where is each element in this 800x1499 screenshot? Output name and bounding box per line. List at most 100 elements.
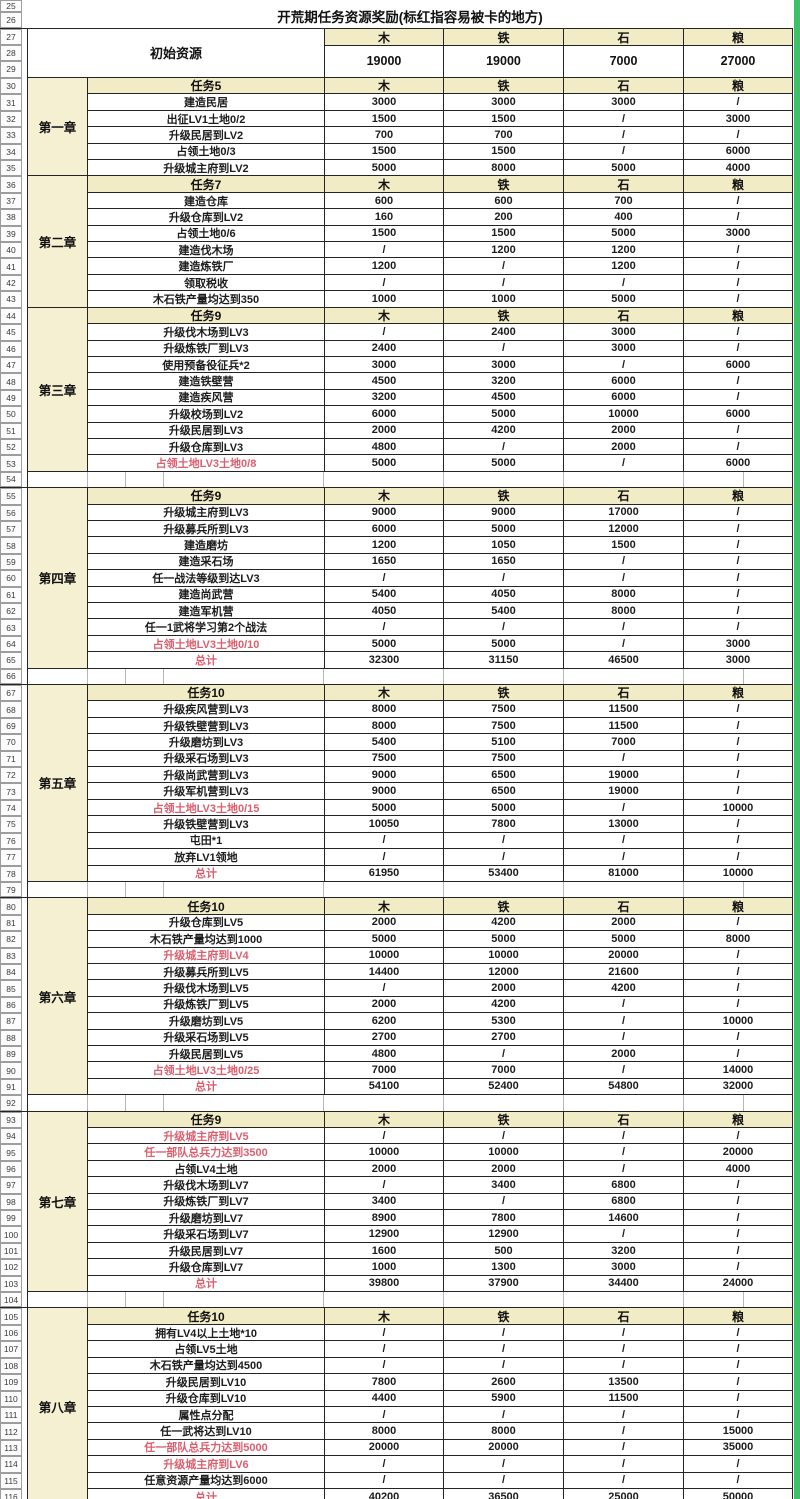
cell-value[interactable]: / xyxy=(564,832,684,850)
empty-cell[interactable] xyxy=(684,1095,744,1111)
cell-column-header[interactable]: 木 xyxy=(325,307,444,325)
cell-value[interactable]: 160 xyxy=(325,209,444,226)
cell-value[interactable]: 10000 xyxy=(684,865,793,882)
cell-value[interactable]: 17000 xyxy=(564,504,684,521)
cell-value[interactable]: 1200 xyxy=(444,242,564,259)
cell-task[interactable]: 升级民居到LV10 xyxy=(88,1374,325,1391)
row-number[interactable]: 33 xyxy=(0,127,22,144)
chapter-label[interactable]: 第五章 xyxy=(27,685,88,882)
cell-task[interactable]: 占领土地LV3土地0/15 xyxy=(88,799,325,817)
cell-value[interactable]: 3400 xyxy=(444,1177,564,1194)
cell-value[interactable]: / xyxy=(684,504,793,521)
chapter-label[interactable]: 第三章 xyxy=(27,307,88,472)
cell-task[interactable]: 升级炼铁厂到LV5 xyxy=(88,996,325,1014)
row-number[interactable]: 61 xyxy=(0,586,22,603)
cell-task[interactable]: 任一1武将学习第2个战法 xyxy=(88,619,325,636)
cell-value[interactable]: / xyxy=(564,635,684,653)
cell-value[interactable]: / xyxy=(325,274,444,292)
cell-task[interactable]: 升级磨坊到LV7 xyxy=(88,1210,325,1227)
empty-cell[interactable] xyxy=(164,668,324,685)
cell-column-header[interactable]: 石 xyxy=(564,307,684,325)
cell-value[interactable]: 4200 xyxy=(444,914,564,932)
cell-value[interactable]: / xyxy=(444,1128,564,1145)
cell-value[interactable]: / xyxy=(564,750,684,768)
cell-value[interactable]: 24000 xyxy=(684,1275,793,1293)
cell-value[interactable]: / xyxy=(564,455,684,472)
row-number[interactable]: 76 xyxy=(0,832,22,850)
row-number[interactable]: 37 xyxy=(0,192,22,210)
cell-task[interactable]: 升级疾风营到LV3 xyxy=(88,701,325,718)
cell-task[interactable]: 占领土地LV3土地0/25 xyxy=(88,1062,325,1079)
cell-task[interactable]: 升级仓库到LV10 xyxy=(88,1390,325,1407)
cell-column-header[interactable]: 石 xyxy=(564,78,684,95)
cell-value[interactable]: 5000 xyxy=(564,931,684,948)
cell-value[interactable]: 5000 xyxy=(444,931,564,948)
cell-value[interactable]: / xyxy=(564,110,684,128)
row-number[interactable]: 116 xyxy=(0,1488,22,1499)
cell-value[interactable]: 2000 xyxy=(564,914,684,932)
cell-task[interactable]: 升级民居到LV7 xyxy=(88,1242,325,1260)
cell-value[interactable]: 2000 xyxy=(325,422,444,439)
cell-value[interactable]: 3000 xyxy=(684,110,793,128)
cell-task[interactable]: 升级炼铁厂到LV7 xyxy=(88,1193,325,1211)
cell-value[interactable]: 5300 xyxy=(444,1013,564,1030)
cell-value[interactable]: / xyxy=(564,570,684,587)
chapter-label[interactable]: 第八章 xyxy=(27,1308,88,1499)
cell-value[interactable]: / xyxy=(444,274,564,292)
cell-value[interactable]: 1000 xyxy=(444,291,564,308)
row-number[interactable]: 102 xyxy=(0,1259,22,1276)
cell-value[interactable]: 6800 xyxy=(564,1177,684,1194)
row-number[interactable]: 25 xyxy=(0,0,22,12)
cell-task[interactable]: 放弃LV1领地 xyxy=(88,849,325,866)
row-number[interactable]: 113 xyxy=(0,1439,22,1457)
cell-value[interactable]: 3000 xyxy=(325,94,444,111)
cell-value[interactable]: 5000 xyxy=(325,635,444,653)
cell-column-header[interactable]: 木 xyxy=(325,176,444,193)
initial-resource-value[interactable]: 7000 xyxy=(564,46,684,78)
cell-column-header[interactable]: 铁 xyxy=(444,488,564,505)
cell-task[interactable]: 占领土地0/3 xyxy=(88,143,325,161)
cell-column-header[interactable]: 石 xyxy=(564,685,684,702)
cell-value[interactable]: 21600 xyxy=(564,963,684,981)
empty-cell[interactable] xyxy=(88,1095,126,1111)
row-number[interactable]: 78 xyxy=(0,865,22,882)
cell-task[interactable]: 任一部队总兵力达到3500 xyxy=(88,1144,325,1161)
cell-value[interactable]: 2700 xyxy=(444,1029,564,1046)
cell-value[interactable]: 1000 xyxy=(325,1259,444,1276)
cell-value[interactable]: 6000 xyxy=(564,389,684,407)
cell-value[interactable]: 3200 xyxy=(564,1242,684,1260)
cell-value[interactable]: 2000 xyxy=(325,996,444,1014)
cell-value[interactable]: 5000 xyxy=(444,799,564,817)
cell-value[interactable]: 7500 xyxy=(444,750,564,768)
cell-value[interactable]: 10050 xyxy=(325,816,444,833)
cell-value[interactable]: 9000 xyxy=(325,767,444,784)
cell-value[interactable]: 5000 xyxy=(325,931,444,948)
cell-value[interactable]: 40200 xyxy=(325,1488,444,1499)
cell-value[interactable]: 4800 xyxy=(325,1045,444,1063)
cell-task[interactable]: 建造伐木场 xyxy=(88,242,325,259)
cell-task-group-header[interactable]: 任务5 xyxy=(88,78,325,95)
row-number[interactable]: 99 xyxy=(0,1210,22,1227)
empty-cell[interactable] xyxy=(444,1095,564,1111)
cell-value[interactable]: 20000 xyxy=(684,1144,793,1161)
empty-cell[interactable] xyxy=(164,471,324,488)
cell-value[interactable]: / xyxy=(444,258,564,275)
cell-value[interactable]: / xyxy=(684,127,793,144)
cell-value[interactable]: / xyxy=(325,1128,444,1145)
cell-column-header[interactable]: 石 xyxy=(564,176,684,193)
empty-cell[interactable] xyxy=(744,668,793,685)
cell-value[interactable]: / xyxy=(564,1439,684,1457)
cell-value[interactable]: / xyxy=(684,1406,793,1424)
row-number[interactable]: 85 xyxy=(0,980,22,997)
cell-column-header[interactable]: 粮 xyxy=(684,176,793,193)
cell-value[interactable]: / xyxy=(684,520,793,538)
cell-value[interactable]: / xyxy=(684,586,793,603)
cell-task[interactable]: 建造磨坊 xyxy=(88,537,325,554)
cell-value[interactable]: 5000 xyxy=(564,225,684,243)
cell-task[interactable]: 任一武将达到LV10 xyxy=(88,1423,325,1440)
cell-value[interactable]: / xyxy=(684,1357,793,1375)
cell-value[interactable]: 12000 xyxy=(564,520,684,538)
cell-task[interactable]: 木石铁产量均达到4500 xyxy=(88,1357,325,1375)
cell-value[interactable]: / xyxy=(684,963,793,981)
cell-value[interactable]: / xyxy=(325,1341,444,1358)
